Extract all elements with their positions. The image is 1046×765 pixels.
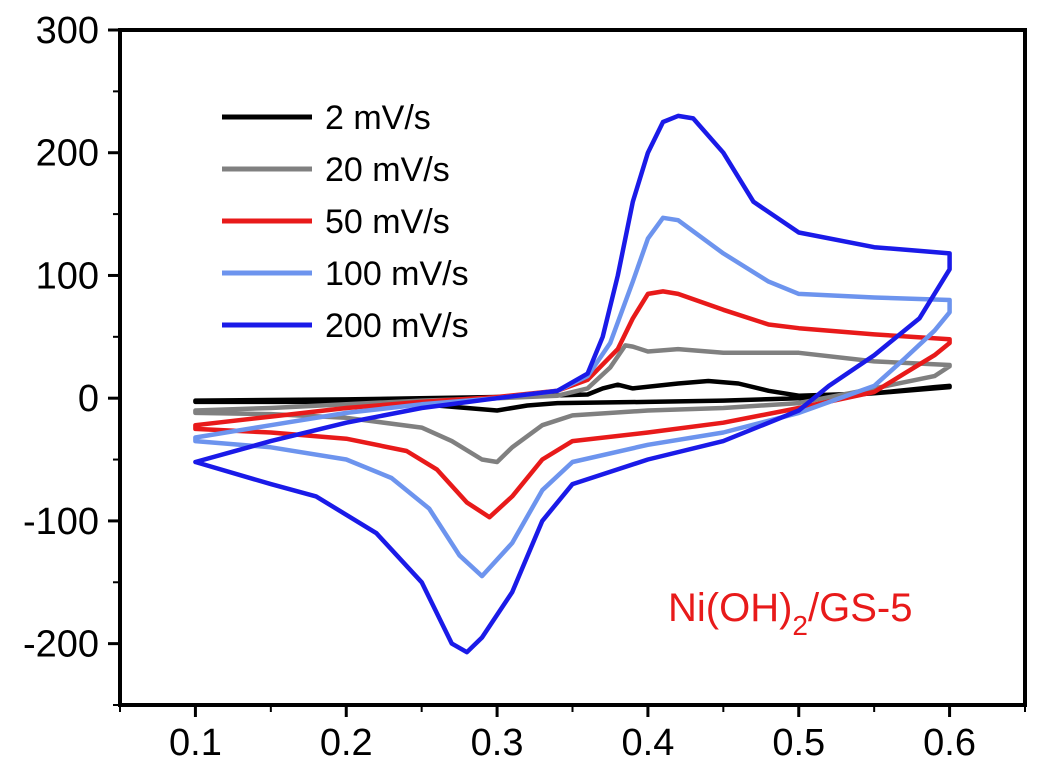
series-group (193, 113, 952, 655)
x-tick-label: 0.6 (923, 722, 976, 764)
annotation-subscript: 2 (792, 610, 808, 641)
legend-label: 100 mV/s (325, 255, 469, 293)
axis-tick-labels: 0.1 0.2 0.3 0.4 0.5 0.6 300 200 100 0 -100 -200 (23, 10, 976, 764)
series-line (193, 113, 952, 655)
legend-label: 2 mV/s (325, 99, 431, 137)
y-tick-label: 0 (78, 378, 99, 420)
x-tick-label: 0.4 (622, 722, 675, 764)
annotation-rest: /GS-5 (808, 586, 912, 630)
series-line (193, 343, 952, 465)
x-tick-label: 0.3 (471, 722, 524, 764)
x-tick-label: 0.2 (320, 722, 373, 764)
x-tick-label: 0.5 (772, 722, 825, 764)
y-tick-label: 100 (36, 255, 99, 297)
y-tick-label: -100 (23, 501, 99, 543)
annotation-base: Ni(OH) (668, 586, 792, 630)
legend-label: 50 mV/s (325, 203, 450, 241)
legend-label: 200 mV/s (325, 307, 469, 345)
y-tick-label: 200 (36, 133, 99, 175)
y-tick-label: 300 (36, 10, 99, 52)
axis-ticks (108, 28, 1026, 717)
series-line (193, 378, 952, 413)
legend: 2 mV/s 20 mV/s 50 mV/s 100 mV/s 200 mV/s (222, 99, 469, 345)
sample-annotation: Ni(OH)2/GS-5 (668, 586, 912, 641)
legend-label: 20 mV/s (325, 151, 450, 189)
y-tick-label: -200 (23, 624, 99, 666)
x-tick-label: 0.1 (169, 722, 222, 764)
